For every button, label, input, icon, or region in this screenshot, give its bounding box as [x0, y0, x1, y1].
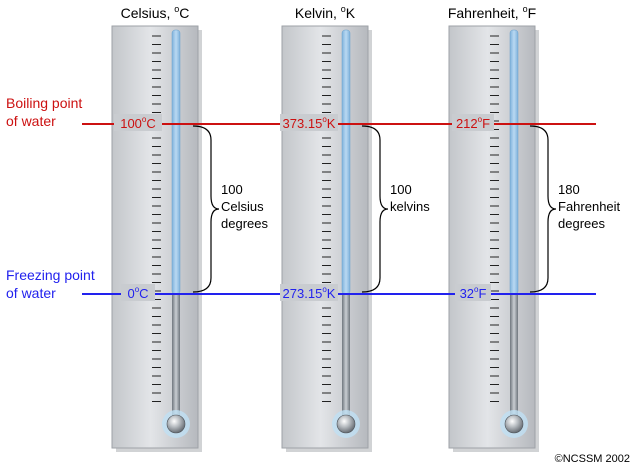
mercury-column — [509, 29, 519, 295]
thermometer-stem — [510, 294, 518, 418]
thermometer-bulb — [504, 414, 524, 434]
brace-celsius — [192, 125, 220, 293]
svg-text:212oF: 212oF — [456, 115, 490, 131]
thermometer-body — [111, 25, 199, 449]
tick-marks — [322, 35, 331, 402]
header-fahrenheit: Fahrenheit, oF — [448, 4, 536, 21]
thermometer-celsius — [111, 25, 202, 452]
header-kelvin: Kelvin, oK — [295, 4, 356, 21]
thermometer-body — [281, 25, 369, 449]
brace-fahrenheit — [529, 125, 557, 293]
span-label-celsius: 100 Celsius degrees — [221, 182, 268, 231]
boiling-point-label: Boiling point of water — [6, 95, 86, 129]
thermometer-kelvin — [281, 25, 372, 452]
freezing-value-celsius: 0oC — [121, 284, 155, 301]
svg-text:0oC: 0oC — [127, 285, 148, 301]
boiling-value-celsius: 100oC — [114, 114, 162, 131]
thermometers — [111, 25, 539, 452]
mercury-column — [171, 29, 181, 295]
thermometer-stem — [342, 294, 350, 418]
svg-text:273.15oK: 273.15oK — [283, 285, 336, 301]
freezing-value-kelvin: 273.15oK — [280, 284, 338, 301]
span-label-fahrenheit: 180 Fahrenheit degrees — [558, 182, 624, 231]
copyright-notice: ©NCSSM 2002 — [555, 453, 630, 465]
thermometer-bulb — [336, 414, 356, 434]
freezing-point-label: Freezing point of water — [6, 267, 99, 301]
brace-kelvin — [361, 125, 389, 293]
thermometer-stem — [172, 294, 180, 418]
thermometer-fahrenheit — [448, 25, 539, 452]
boiling-value-kelvin: 373.15oK — [280, 114, 338, 131]
tick-marks — [152, 35, 161, 402]
svg-text:100oC: 100oC — [120, 115, 156, 131]
thermometer-bulb — [166, 414, 186, 434]
header-celsius: Celsius, oC — [121, 4, 190, 21]
freezing-value-fahrenheit: 32oF — [455, 284, 491, 301]
svg-text:32oF: 32oF — [460, 285, 487, 301]
svg-text:373.15oK: 373.15oK — [283, 115, 336, 131]
tick-marks — [490, 35, 499, 402]
span-label-kelvin: 100 kelvins — [390, 182, 430, 214]
thermometer-body — [448, 25, 536, 449]
mercury-column — [341, 29, 351, 295]
boiling-value-fahrenheit: 212oF — [452, 114, 494, 131]
